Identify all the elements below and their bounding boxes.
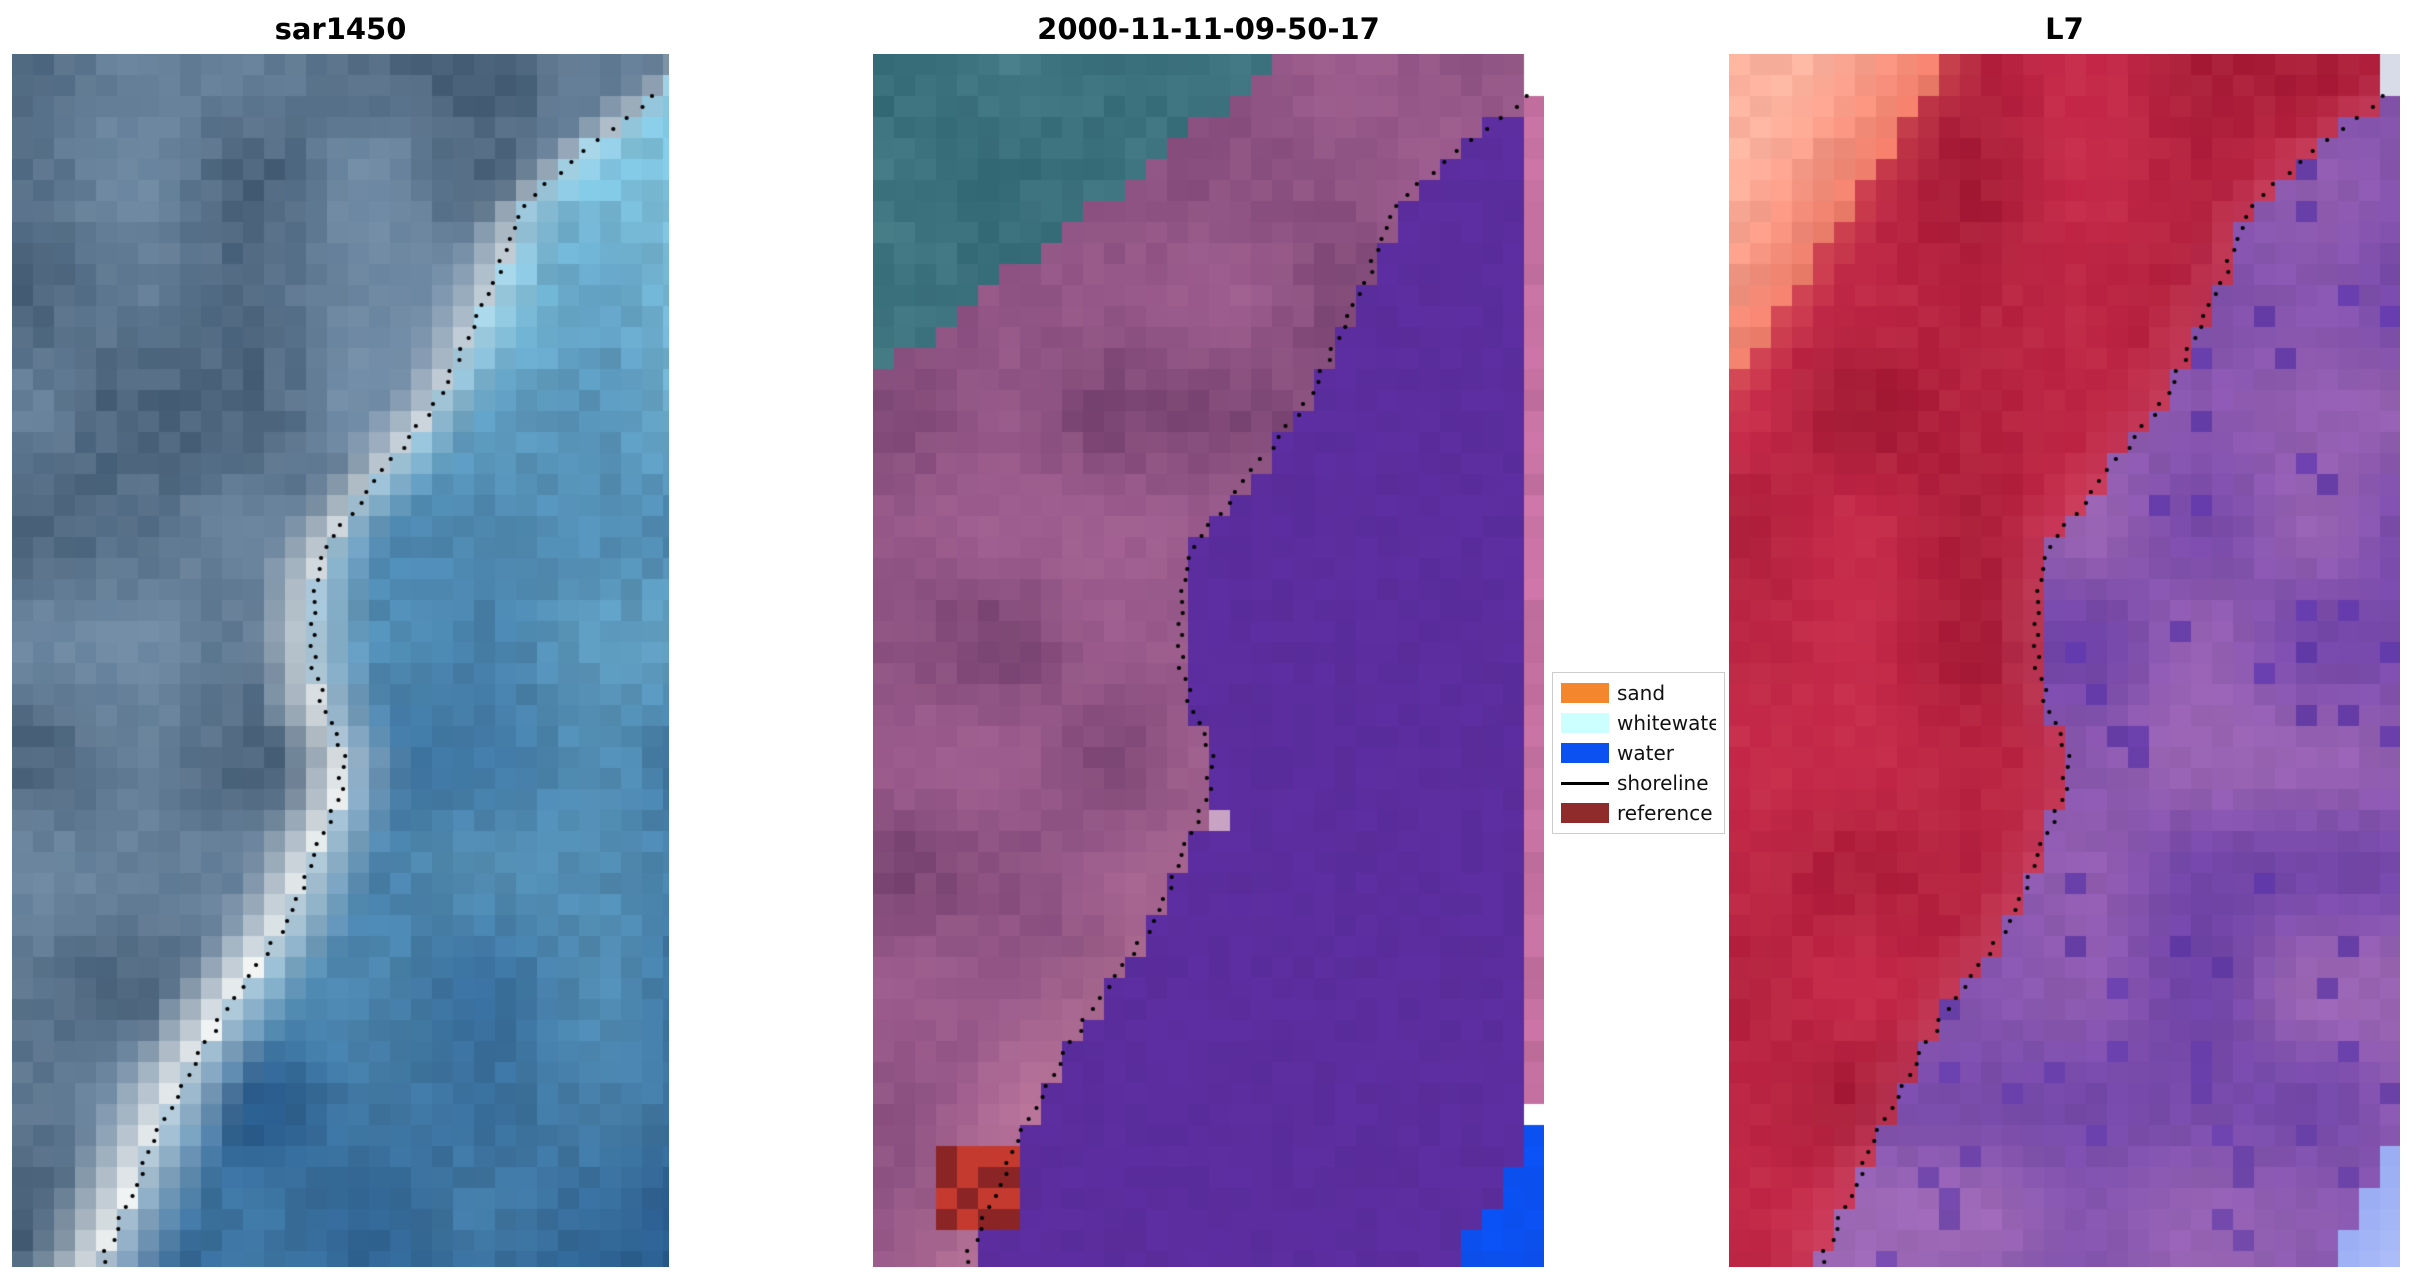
shoreline-swatch xyxy=(1561,781,1609,785)
panel-l7: L7 xyxy=(1729,8,2400,1267)
legend-label-water: water xyxy=(1617,741,1674,765)
sand-swatch xyxy=(1561,683,1609,703)
legend-label-shoreline: shoreline xyxy=(1617,771,1709,795)
classified-image xyxy=(873,54,1544,1267)
panel-title-l7: L7 xyxy=(2045,12,2084,46)
sar1450-image xyxy=(12,54,669,1267)
panel-classified: 2000-11-11-09-50-17 xyxy=(873,8,1544,1267)
legend-item-reference: reference xyxy=(1561,801,1716,825)
panel-title-sar1450: sar1450 xyxy=(274,12,407,46)
l7-image xyxy=(1729,54,2400,1267)
panel-title-classified: 2000-11-11-09-50-17 xyxy=(1037,12,1380,46)
legend-label-whitewater: whitewater xyxy=(1617,711,1716,735)
reference-swatch xyxy=(1561,803,1609,823)
water-swatch xyxy=(1561,743,1609,763)
legend-item-whitewater: whitewater xyxy=(1561,711,1716,735)
panel-sar1450: sar1450 xyxy=(12,8,669,1267)
legend-label-sand: sand xyxy=(1617,681,1666,705)
legend-item-shoreline: shoreline xyxy=(1561,771,1716,795)
legend: sand whitewater water shoreline referenc… xyxy=(1552,672,1725,834)
legend-label-reference: reference xyxy=(1617,801,1713,825)
whitewater-swatch xyxy=(1561,713,1609,733)
legend-item-sand: sand xyxy=(1561,681,1716,705)
legend-item-water: water xyxy=(1561,741,1716,765)
